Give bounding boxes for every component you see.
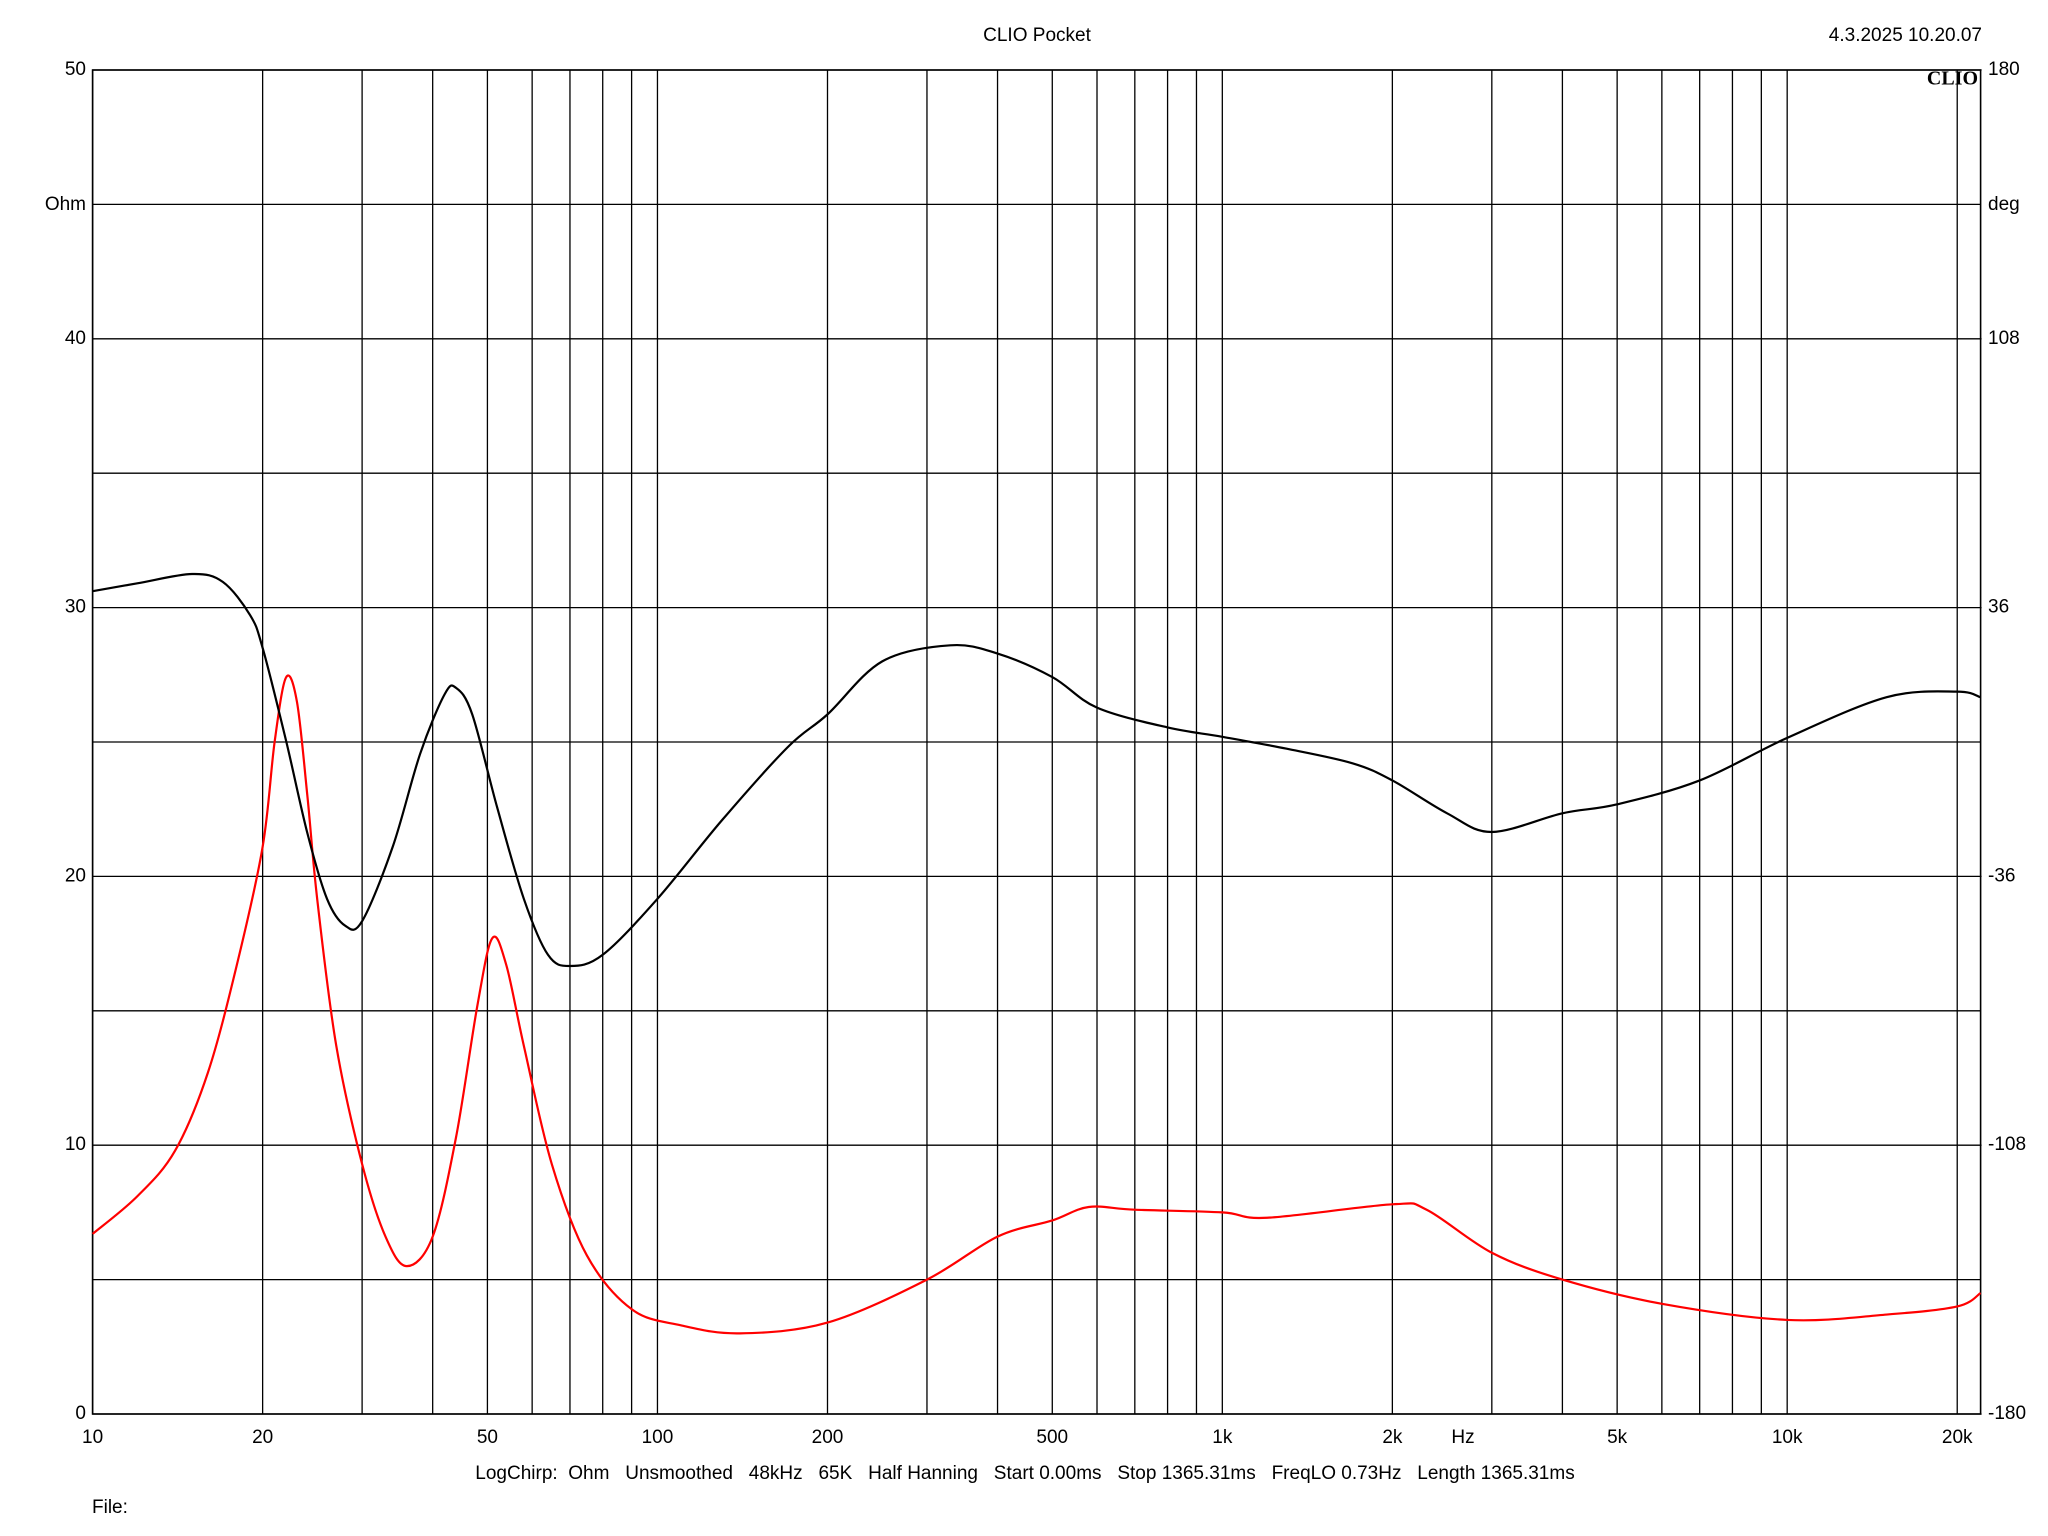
logo: CLIO — [1927, 68, 1978, 90]
x-tick-label: 5k — [1607, 1427, 1628, 1448]
y2-tick-label: -36 — [1988, 865, 2015, 886]
x-tick-label: 100 — [642, 1427, 674, 1448]
x-tick-label: 20k — [1942, 1427, 1973, 1448]
footer: LogChirp: Ohm Unsmoothed 48kHz 65K Half … — [475, 1463, 1574, 1484]
x-axis-label: Hz — [1451, 1427, 1474, 1448]
y-tick-label: 20 — [65, 865, 86, 886]
y2-tick-label: 180 — [1988, 59, 2020, 80]
plot-frame — [91, 69, 1982, 1415]
x-tick-label: 500 — [1036, 1427, 1068, 1448]
x-tick-label: 10 — [82, 1427, 103, 1448]
x-tick-label: 10k — [1772, 1427, 1803, 1448]
x-tick-label: 2k — [1382, 1427, 1403, 1448]
timestamp: 4.3.2025 10.20.07 — [1829, 25, 1982, 46]
y2-tick-label: -180 — [1988, 1403, 2026, 1424]
y2-axis-label: deg — [1988, 194, 2020, 215]
x-tick-label: 50 — [477, 1427, 498, 1448]
curve — [92, 572, 1981, 968]
x-tick-label: 20 — [252, 1427, 273, 1448]
y2-tick-label: 36 — [1988, 597, 2009, 618]
y-tick-label: 50 — [65, 59, 86, 80]
chart-title: CLIO Pocket — [983, 25, 1091, 46]
y-tick-label: 0 — [75, 1403, 86, 1424]
file-label: File: — [92, 1497, 128, 1518]
y-tick-label: 40 — [65, 328, 86, 349]
y2-tick-label: -108 — [1988, 1134, 2026, 1155]
curve — [91, 674, 1982, 1335]
y-tick-label: 10 — [65, 1134, 86, 1155]
y2-tick-label: 108 — [1988, 328, 2020, 349]
y-axis-label: Ohm — [45, 194, 86, 215]
x-tick-label: 1k — [1212, 1427, 1233, 1448]
x-tick-label: 200 — [812, 1427, 844, 1448]
y-tick-label: 30 — [65, 597, 86, 618]
